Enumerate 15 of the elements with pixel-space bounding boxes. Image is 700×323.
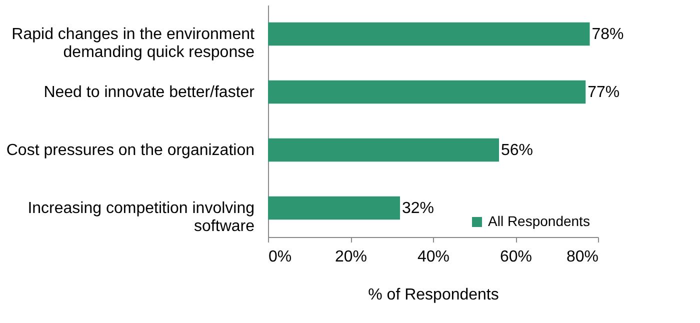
y-tick-label: Need to innovate better/faster: [44, 84, 256, 101]
y-tick-label: Cost pressures on the organization: [6, 142, 254, 159]
x-axis-title: % of Respondents: [368, 286, 499, 304]
x-tick-label: 20%: [334, 248, 368, 266]
data-label: 77%: [588, 84, 620, 101]
y-tick-label: Increasing competition involving software: [28, 200, 255, 235]
data-label: 56%: [501, 142, 534, 159]
legend-label: All Respondents: [488, 213, 590, 229]
x-tick-label: 60%: [500, 248, 532, 266]
data-label: 78%: [592, 26, 624, 43]
x-tick-label: 0%: [268, 248, 292, 266]
x-tick-label: 40%: [417, 248, 450, 266]
x-tick-label: 80%: [566, 248, 598, 266]
data-label: 32%: [402, 200, 434, 217]
y-tick-label: Rapid changes in the environment demanding quick response: [12, 26, 256, 61]
